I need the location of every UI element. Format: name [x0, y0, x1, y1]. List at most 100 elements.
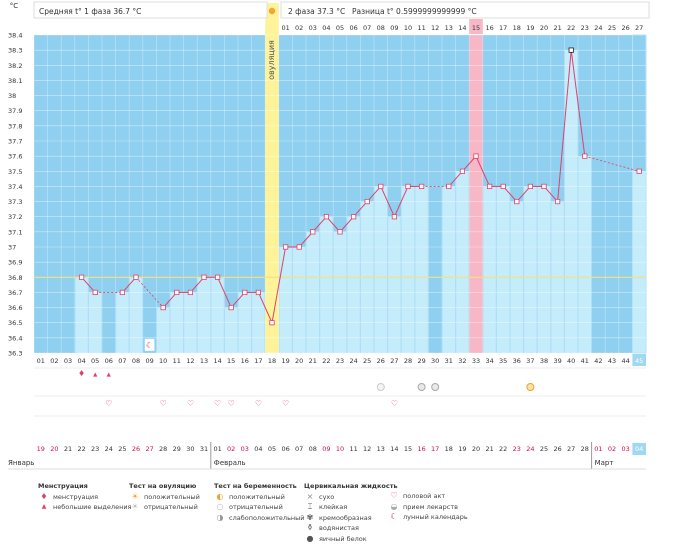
cycle-day-label: 20 — [295, 357, 303, 365]
cross-icon: × — [306, 491, 314, 501]
date-label: 25 — [118, 445, 126, 453]
temperature-bar — [388, 216, 401, 353]
temperature-point — [418, 183, 425, 190]
phase2-day-label: 22 — [567, 24, 575, 32]
temperature-bar — [537, 186, 551, 353]
cycle-day-label: 45 — [635, 357, 643, 365]
date-label: 25 — [540, 445, 548, 453]
phase2-average-text: 2 фаза 37.3 °C — [288, 7, 346, 16]
temperature-point — [636, 168, 642, 174]
phase2-day-label: 23 — [581, 24, 589, 32]
legend-item: небольшие выделения — [53, 503, 132, 511]
legend-item: прием лекарств — [403, 502, 458, 511]
temperature-bar — [578, 156, 592, 353]
temperature-point — [160, 304, 166, 311]
temperature-bar — [524, 186, 537, 353]
temperature-bar — [401, 186, 415, 353]
y-tick-label: 37.4 — [8, 183, 22, 191]
moon-icon: ☾ — [390, 512, 398, 521]
cycle-day-label: 13 — [200, 357, 208, 365]
y-tick-label: 36.7 — [8, 289, 22, 297]
y-unit-label: °C — [10, 2, 19, 10]
date-label: 28 — [159, 445, 167, 453]
y-tick-label: 37.6 — [8, 153, 22, 161]
creamy-icon: ✾ — [306, 512, 314, 522]
y-tick-label: 38 — [8, 92, 16, 100]
phase2-day-label: 18 — [513, 24, 521, 32]
temperature-point — [310, 229, 316, 235]
legend-item: менструация — [53, 492, 99, 501]
temperature-point — [296, 244, 302, 250]
temperature-bar — [75, 277, 88, 353]
cycle-day-label: 44 — [621, 357, 629, 365]
legend-item: лунный календарь — [403, 513, 468, 521]
temperature-point — [582, 153, 588, 159]
date-label: 01 — [213, 445, 221, 453]
cycle-day-label: 31 — [445, 357, 453, 365]
cycle-day-label: 29 — [417, 357, 425, 365]
y-tick-label: 37.1 — [8, 228, 22, 236]
date-label: 02 — [608, 445, 616, 453]
y-tick-label: 38.3 — [8, 47, 22, 55]
date-label: 04 — [635, 445, 643, 453]
temperature-bar — [415, 186, 428, 353]
date-label: 21 — [485, 445, 493, 453]
temperature-bar — [129, 277, 143, 353]
temperature-point — [514, 198, 520, 205]
phase2-day-label: 06 — [349, 24, 357, 32]
phase1-header-box — [33, 1, 268, 19]
cycle-day-label: 10 — [159, 357, 167, 365]
date-label: 04 — [254, 445, 262, 453]
legend-item: кремообразная — [319, 513, 372, 522]
temperature-point — [568, 47, 574, 53]
heart-icon: ♡ — [105, 399, 112, 408]
date-label: 17 — [431, 445, 439, 453]
y-tick-label: 37.2 — [8, 213, 22, 221]
date-label: 19 — [37, 445, 45, 453]
date-label: 12 — [363, 445, 371, 453]
temperature-point — [350, 214, 357, 220]
y-tick-label: 36.5 — [8, 319, 22, 327]
legend-other: ♡ половой акт ◒ прием лекарств ☾ лунный кал… — [388, 491, 468, 523]
test-faint-icon: ◑ — [216, 512, 224, 522]
phase2-day-label: 09 — [390, 24, 398, 32]
date-label: 08 — [309, 445, 317, 453]
drop-icon: ♦ — [40, 491, 48, 501]
phase2-day-label: 16 — [485, 24, 493, 32]
phase2-row — [278, 19, 646, 34]
cycle-day-label: 09 — [145, 357, 153, 365]
temperature-segment — [570, 50, 586, 157]
date-label: 29 — [173, 445, 181, 453]
moon-icon: ☾ — [146, 341, 153, 350]
temperature-segment — [557, 50, 572, 202]
date-label: 15 — [404, 445, 412, 453]
cycle-day-label: 16 — [241, 357, 249, 365]
phase2-day-label: 27 — [635, 24, 643, 32]
heart-icon: ♡ — [187, 399, 194, 408]
date-label: 18 — [445, 445, 453, 453]
sun-icon: ☀ — [131, 491, 139, 501]
y-tick-label: 38.2 — [8, 62, 22, 70]
cycle-day-label: 33 — [472, 357, 480, 365]
temperature-segment — [135, 277, 164, 308]
date-label: 23 — [91, 445, 99, 453]
date-label: 31 — [200, 445, 208, 453]
temperature-bar — [320, 216, 333, 353]
temperature-segment — [380, 186, 395, 217]
legend-menstruation-title: Менструация — [38, 482, 88, 490]
phase1-average-text: Средняя t° 1 фаза 36.7 °C — [39, 7, 142, 16]
phase2-day-label: 17 — [499, 24, 507, 32]
cycle-day-label: 26 — [377, 357, 385, 365]
date-label: 07 — [295, 445, 303, 453]
sticky-icon: ⌶ — [307, 502, 313, 511]
watery-icon: ⚱ — [306, 523, 314, 532]
y-tick-label: 37.3 — [8, 198, 22, 206]
temperature-bar — [292, 247, 306, 353]
phase2-day-label: 25 — [608, 24, 616, 32]
date-label: 14 — [390, 445, 398, 453]
temperature-bar — [496, 186, 510, 353]
date-label: 21 — [64, 445, 72, 453]
cycle-day-label: 34 — [485, 357, 493, 365]
date-label: 20 — [472, 445, 480, 453]
phase2-day-label: 02 — [295, 24, 303, 32]
